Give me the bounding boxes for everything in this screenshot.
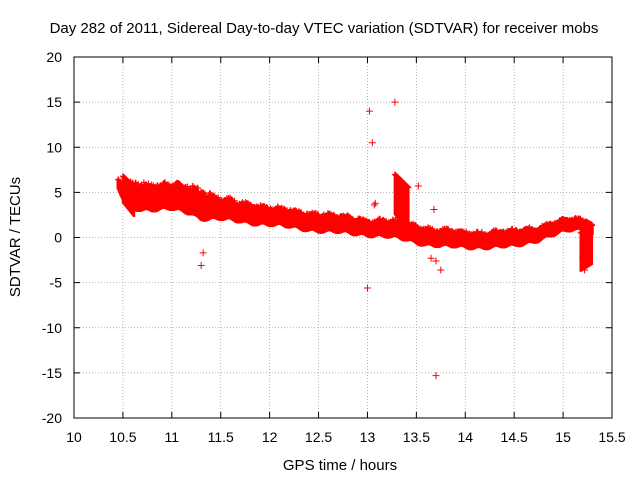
point-marker bbox=[231, 197, 238, 204]
point-marker bbox=[194, 184, 201, 191]
point-marker bbox=[588, 221, 595, 228]
outlier-point bbox=[581, 266, 589, 274]
point-marker bbox=[478, 228, 485, 235]
y-tick-label: -10 bbox=[42, 320, 62, 336]
x-tick-labels: 10 10.5 11 11.5 12 12.5 13 13.5 14 14.5 15 15.5 bbox=[66, 429, 626, 445]
outlier-point bbox=[432, 372, 440, 380]
y-tick-label: 5 bbox=[54, 184, 62, 200]
x-tick-label: 12 bbox=[262, 429, 278, 445]
x-tick-label: 14.5 bbox=[501, 429, 528, 445]
outlier-point bbox=[430, 206, 438, 214]
outlier-point bbox=[363, 284, 371, 292]
x-tick-label: 11.5 bbox=[208, 429, 234, 445]
outlier-point bbox=[414, 182, 422, 190]
y-tick-label: -20 bbox=[42, 410, 62, 426]
outlier-point bbox=[371, 199, 379, 207]
x-tick-label: 10.5 bbox=[109, 429, 136, 445]
x-tick-label: 13.5 bbox=[403, 429, 430, 445]
x-axis-label: GPS time / hours bbox=[283, 457, 397, 474]
x-tick-label: 15 bbox=[555, 429, 571, 445]
axis-ticks bbox=[73, 56, 613, 419]
y-tick-label: 0 bbox=[54, 230, 62, 246]
point-marker bbox=[405, 184, 412, 191]
x-tick-label: 14 bbox=[457, 429, 473, 445]
chart-title: Day 282 of 2011, Sidereal Day-to-day VTE… bbox=[50, 20, 599, 37]
x-tick-label: 11 bbox=[165, 429, 180, 445]
point-marker bbox=[215, 194, 222, 201]
outlier-point bbox=[437, 266, 445, 274]
point-marker bbox=[463, 228, 470, 235]
y-tick-label: -5 bbox=[50, 275, 63, 291]
x-tick-label: 12.5 bbox=[305, 429, 332, 445]
y-tick-label: 20 bbox=[46, 49, 62, 65]
outlier-point bbox=[391, 98, 399, 106]
x-tick-label: 15.5 bbox=[598, 429, 625, 445]
y-tick-label: -15 bbox=[42, 365, 62, 381]
point-marker bbox=[161, 179, 168, 186]
outlier-point bbox=[197, 261, 205, 269]
point-marker bbox=[131, 184, 138, 191]
outlier-point bbox=[199, 249, 207, 257]
y-axis-label: SDTVAR / TECUs bbox=[7, 177, 24, 297]
y-tick-label: 15 bbox=[46, 94, 62, 110]
outlier-point bbox=[427, 254, 435, 262]
outlier-point bbox=[370, 201, 378, 209]
outlier-point bbox=[432, 257, 440, 265]
y-tick-labels: -20 -15 -10 -5 0 5 10 15 20 bbox=[42, 49, 62, 426]
point-marker bbox=[247, 201, 254, 208]
outlier-point bbox=[579, 253, 587, 261]
x-tick-label: 13 bbox=[360, 429, 376, 445]
outlier-point bbox=[365, 107, 373, 115]
data-series bbox=[115, 98, 596, 380]
outlier-point bbox=[368, 139, 376, 147]
y-tick-label: 10 bbox=[46, 139, 62, 155]
x-tick-label: 10 bbox=[66, 429, 82, 445]
